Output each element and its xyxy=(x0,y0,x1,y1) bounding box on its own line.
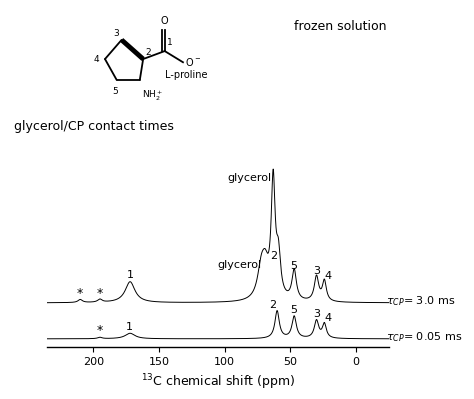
Text: *: * xyxy=(97,324,103,337)
Text: 3: 3 xyxy=(313,266,320,277)
Text: $\tau_{CP}$= 3.0 ms: $\tau_{CP}$= 3.0 ms xyxy=(386,294,456,308)
Text: L-proline: L-proline xyxy=(164,70,207,80)
Text: glycerol: glycerol xyxy=(228,173,272,184)
Text: 4: 4 xyxy=(93,55,99,63)
Text: glycerol/CP contact times: glycerol/CP contact times xyxy=(14,120,174,133)
Text: O$^-$: O$^-$ xyxy=(185,56,201,68)
Text: 1: 1 xyxy=(167,38,173,47)
Text: $\tau_{CP}$= 0.05 ms: $\tau_{CP}$= 0.05 ms xyxy=(386,330,463,344)
Text: $\mathregular{NH_2^+}$: $\mathregular{NH_2^+}$ xyxy=(142,89,164,103)
Text: *: * xyxy=(97,286,103,300)
Text: 5: 5 xyxy=(291,305,298,315)
Text: 5: 5 xyxy=(291,261,298,271)
Text: 1: 1 xyxy=(126,322,133,332)
Text: 3: 3 xyxy=(313,310,320,320)
Text: 1: 1 xyxy=(127,270,134,280)
Text: glycerol: glycerol xyxy=(217,260,261,270)
Text: 5: 5 xyxy=(112,87,118,96)
Text: 3: 3 xyxy=(113,28,119,38)
Text: frozen solution: frozen solution xyxy=(294,20,386,33)
Text: 4: 4 xyxy=(324,271,331,281)
X-axis label: $^{13}$C chemical shift (ppm): $^{13}$C chemical shift (ppm) xyxy=(141,372,295,392)
Text: 4: 4 xyxy=(324,313,331,323)
Text: 2: 2 xyxy=(146,47,151,57)
Text: 2: 2 xyxy=(269,300,276,310)
Text: *: * xyxy=(77,286,83,300)
Text: O: O xyxy=(161,16,169,26)
Text: 2: 2 xyxy=(270,251,277,261)
